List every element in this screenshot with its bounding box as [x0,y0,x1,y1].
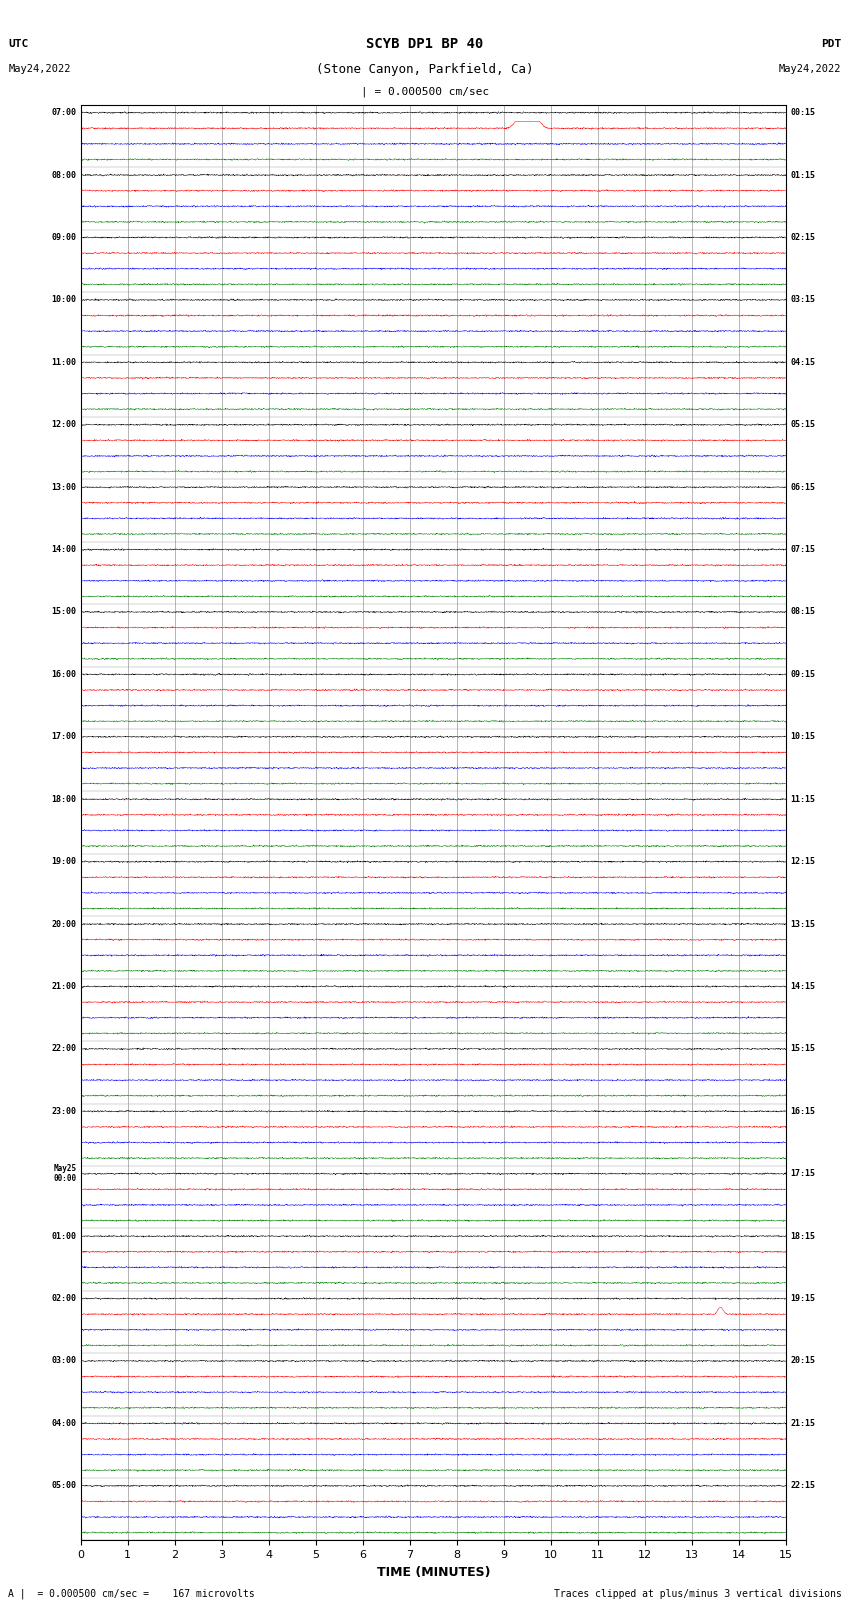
Text: 21:15: 21:15 [790,1419,815,1428]
Text: PDT: PDT [821,39,842,48]
Text: 17:00: 17:00 [52,732,76,742]
Text: 21:00: 21:00 [52,982,76,990]
Text: 02:00: 02:00 [52,1294,76,1303]
Text: 19:15: 19:15 [790,1294,815,1303]
X-axis label: TIME (MINUTES): TIME (MINUTES) [377,1566,490,1579]
Text: 15:00: 15:00 [52,608,76,616]
Text: 20:00: 20:00 [52,919,76,929]
Text: 18:15: 18:15 [790,1232,815,1240]
Text: 16:15: 16:15 [790,1107,815,1116]
Text: 12:15: 12:15 [790,857,815,866]
Text: 19:00: 19:00 [52,857,76,866]
Text: 09:15: 09:15 [790,669,815,679]
Text: 11:15: 11:15 [790,795,815,803]
Text: 10:00: 10:00 [52,295,76,305]
Text: 05:00: 05:00 [52,1481,76,1490]
Text: 03:15: 03:15 [790,295,815,305]
Text: 23:00: 23:00 [52,1107,76,1116]
Text: 01:00: 01:00 [52,1232,76,1240]
Text: 11:00: 11:00 [52,358,76,366]
Text: 17:15: 17:15 [790,1169,815,1177]
Text: 02:15: 02:15 [790,232,815,242]
Text: 12:00: 12:00 [52,421,76,429]
Text: 18:00: 18:00 [52,795,76,803]
Text: 20:15: 20:15 [790,1357,815,1366]
Text: 06:15: 06:15 [790,482,815,492]
Text: A |  = 0.000500 cm/sec =    167 microvolts: A | = 0.000500 cm/sec = 167 microvolts [8,1589,255,1598]
Text: May25: May25 [54,1165,76,1173]
Text: May24,2022: May24,2022 [779,65,842,74]
Text: 01:15: 01:15 [790,171,815,179]
Text: 13:15: 13:15 [790,919,815,929]
Text: 08:00: 08:00 [52,171,76,179]
Text: 22:00: 22:00 [52,1044,76,1053]
Text: 05:15: 05:15 [790,421,815,429]
Text: 10:15: 10:15 [790,732,815,742]
Text: 22:15: 22:15 [790,1481,815,1490]
Text: 15:15: 15:15 [790,1044,815,1053]
Text: 13:00: 13:00 [52,482,76,492]
Text: 03:00: 03:00 [52,1357,76,1366]
Text: 04:15: 04:15 [790,358,815,366]
Text: 07:00: 07:00 [52,108,76,118]
Text: 08:15: 08:15 [790,608,815,616]
Text: (Stone Canyon, Parkfield, Ca): (Stone Canyon, Parkfield, Ca) [316,63,534,76]
Text: Traces clipped at plus/minus 3 vertical divisions: Traces clipped at plus/minus 3 vertical … [553,1589,842,1598]
Text: 14:15: 14:15 [790,982,815,990]
Text: UTC: UTC [8,39,29,48]
Text: 07:15: 07:15 [790,545,815,553]
Text: 14:00: 14:00 [52,545,76,553]
Text: May24,2022: May24,2022 [8,65,71,74]
Text: 09:00: 09:00 [52,232,76,242]
Text: 00:15: 00:15 [790,108,815,118]
Text: SCYB DP1 BP 40: SCYB DP1 BP 40 [366,37,484,50]
Text: 00:00: 00:00 [54,1174,76,1182]
Text: 16:00: 16:00 [52,669,76,679]
Text: 04:00: 04:00 [52,1419,76,1428]
Text: | = 0.000500 cm/sec: | = 0.000500 cm/sec [361,87,489,97]
